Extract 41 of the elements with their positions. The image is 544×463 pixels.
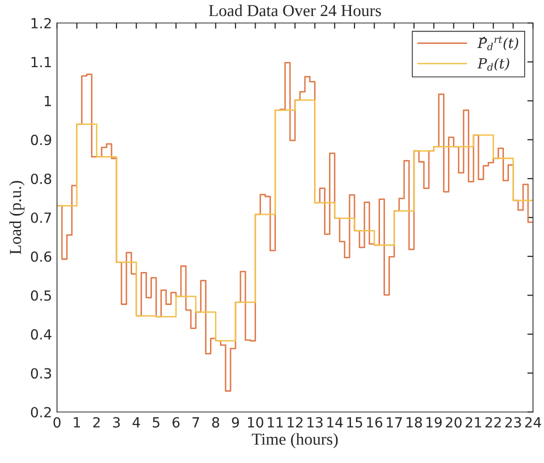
x-tick-label: 1 bbox=[74, 417, 80, 428]
x-tick-label: 7 bbox=[192, 417, 200, 428]
y-tick-label: 0.9 bbox=[30, 134, 52, 146]
y-tick-label: 0.5 bbox=[30, 290, 51, 301]
legend-label: P̂$_{d}$$^{rt}$(t) bbox=[477, 36, 518, 50]
x-tick-label: 21 bbox=[466, 417, 482, 428]
x-tick-label: 0 bbox=[53, 417, 60, 428]
x-tick-label: 6 bbox=[172, 417, 180, 428]
x-tick-label: 15 bbox=[347, 417, 362, 428]
x-tick-label: 11 bbox=[268, 417, 283, 428]
y-axis-title: Load (p.u.) bbox=[9, 180, 24, 254]
x-tick-label: 10 bbox=[248, 417, 264, 428]
x-tick-label: 17 bbox=[386, 417, 402, 428]
x-axis-title: Time (hours) bbox=[252, 433, 338, 448]
x-tick-label: 23 bbox=[505, 417, 521, 428]
y-tick-label: 1.2 bbox=[32, 18, 51, 28]
x-tick-label: 22 bbox=[486, 417, 501, 428]
chart-title: Load Data Over 24 Hours bbox=[208, 4, 381, 16]
x-tick-label: 18 bbox=[406, 417, 422, 428]
legend-label: P$_{d}$(t) bbox=[477, 58, 510, 71]
x-tick-label: 20 bbox=[446, 417, 462, 428]
x-tick-label: 14 bbox=[327, 417, 343, 428]
y-tick-label: 0.6 bbox=[30, 251, 52, 262]
y-tick-label: 0.7 bbox=[30, 212, 51, 223]
x-tick-label: 13 bbox=[308, 417, 323, 428]
x-tick-label: 5 bbox=[152, 417, 160, 428]
y-tick-label: 1 bbox=[44, 96, 51, 106]
x-tick-label: 8 bbox=[212, 417, 220, 428]
y-tick-label: 0.4 bbox=[30, 329, 52, 340]
y-tick-label: 0.2 bbox=[30, 406, 51, 418]
x-tick-label: 9 bbox=[232, 417, 239, 428]
x-tick-label: 16 bbox=[367, 417, 382, 428]
x-tick-label: 2 bbox=[93, 417, 100, 428]
x-tick-label: 4 bbox=[132, 417, 140, 428]
x-tick-label: 24 bbox=[525, 417, 542, 428]
x-tick-label: 19 bbox=[426, 417, 442, 428]
x-tick-label: 3 bbox=[113, 417, 120, 428]
y-tick-label: 0.3 bbox=[30, 368, 52, 379]
x-tick-label: 12 bbox=[288, 417, 302, 428]
y-tick-label: 1.1 bbox=[32, 57, 51, 68]
y-tick-label: 0.8 bbox=[30, 174, 52, 184]
